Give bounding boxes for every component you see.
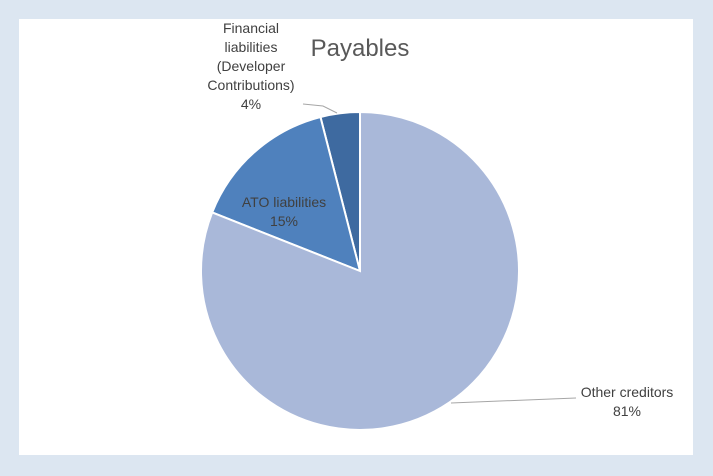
- leader-lines: [302, 103, 577, 404]
- pie-slices: [200, 110, 520, 431]
- data-label-2: Other creditors 81%: [581, 384, 674, 419]
- data-label-0: Financial liabilities (Developer Contributi…: [207, 20, 294, 112]
- chart-title: Payables: [311, 35, 410, 62]
- data-labels: Financial liabilities (Developer Contributi…: [207, 20, 673, 419]
- pie-slice-2: [200, 110, 520, 431]
- data-label-1: ATO liabilities 15%: [242, 194, 326, 229]
- leader-line-0: [302, 103, 338, 114]
- leader-line-2: [450, 397, 577, 404]
- pie-slice-1: [210, 115, 362, 273]
